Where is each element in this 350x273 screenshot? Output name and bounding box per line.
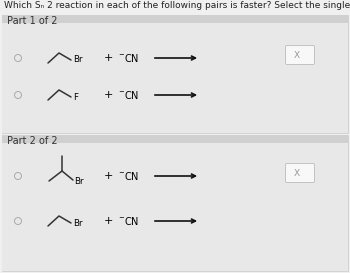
Text: Br: Br — [74, 177, 84, 185]
Text: $^{-}$CN: $^{-}$CN — [118, 215, 139, 227]
Bar — [0, 0, 350, 14]
Bar — [2, 15, 348, 133]
Text: +: + — [103, 216, 113, 226]
Text: X: X — [294, 168, 300, 177]
Bar — [2, 143, 348, 271]
Text: Part 1 of 2: Part 1 of 2 — [7, 16, 57, 26]
Text: +: + — [103, 53, 113, 63]
Bar — [2, 23, 348, 133]
FancyBboxPatch shape — [286, 46, 315, 64]
Text: Part 2 of 2: Part 2 of 2 — [7, 136, 58, 146]
Text: $^{-}$CN: $^{-}$CN — [118, 89, 139, 101]
Bar — [2, 135, 348, 271]
Text: $^{-}$CN: $^{-}$CN — [118, 170, 139, 182]
Text: Br: Br — [73, 218, 83, 227]
Text: X: X — [294, 51, 300, 60]
Bar — [2, 15, 348, 23]
Text: F: F — [73, 93, 78, 102]
Text: +: + — [103, 171, 113, 181]
FancyBboxPatch shape — [286, 164, 315, 182]
Text: Which Sₙ 2 reaction in each of the following pairs is faster? Select the single : Which Sₙ 2 reaction in each of the follo… — [4, 1, 350, 10]
Text: $^{-}$CN: $^{-}$CN — [118, 52, 139, 64]
Text: +: + — [103, 90, 113, 100]
Text: Br: Br — [73, 55, 83, 64]
Bar — [2, 135, 348, 143]
